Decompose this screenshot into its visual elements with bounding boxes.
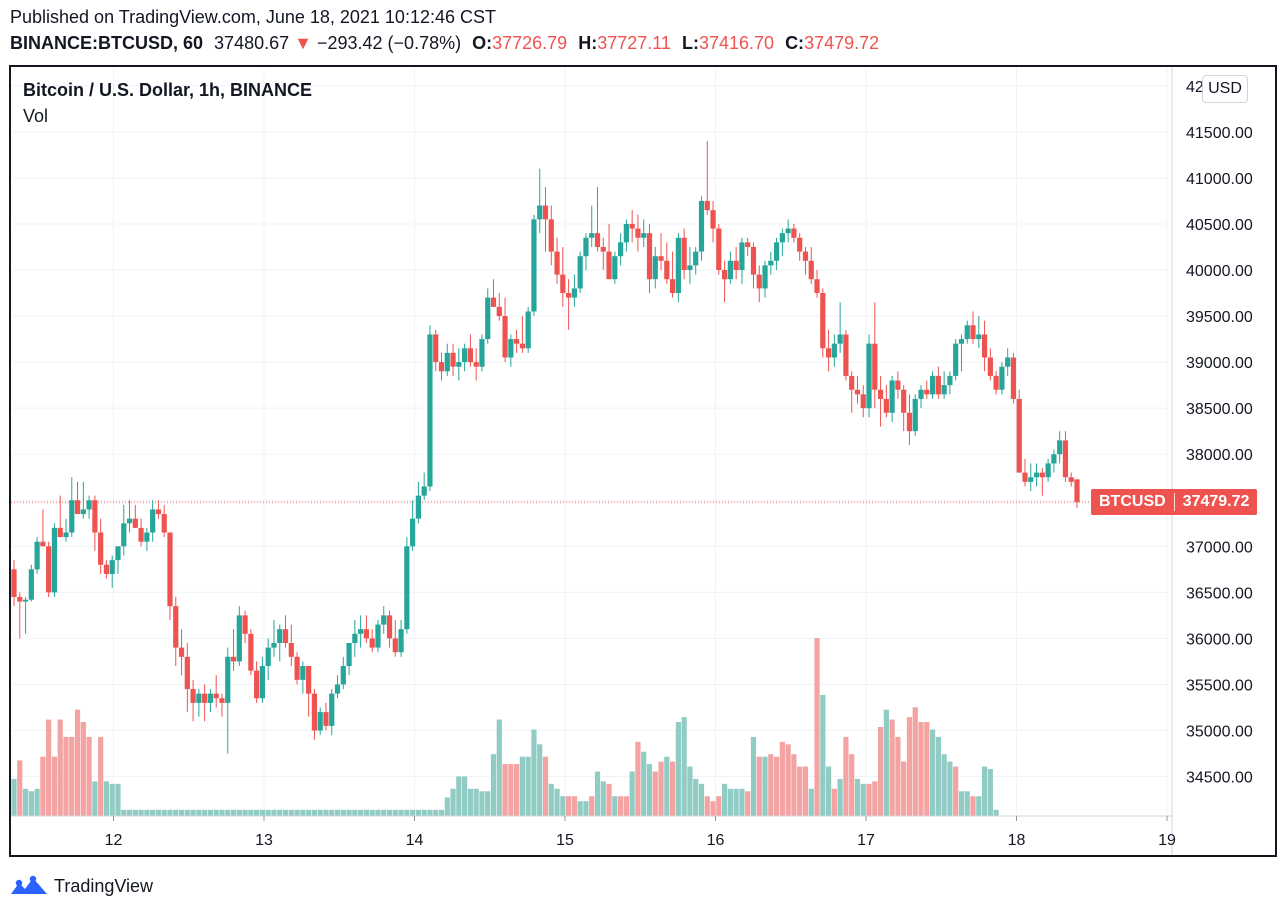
tradingview-logo-icon — [11, 875, 47, 894]
close-value: 37479.72 — [804, 33, 880, 53]
chart-title: Bitcoin / U.S. Dollar, 1h, BINANCE — [23, 80, 313, 100]
price-tag-symbol: BTCUSD — [1099, 493, 1166, 510]
footer-brand[interactable]: TradingView — [10, 874, 153, 898]
low-label: L: — [681, 33, 699, 53]
low-value: 37416.70 — [698, 33, 775, 53]
price-tag-value: 37479.72 — [1182, 493, 1250, 510]
last-price-tag: BTCUSD 37479.72 — [1091, 489, 1258, 515]
ohlc-bar: BINANCE:BTCUSD, 60 37480.67 ▼ −293.42 (−… — [10, 33, 879, 54]
chart-frame[interactable] — [9, 65, 1277, 857]
volume-label: Vol — [23, 106, 49, 126]
close-label: C: — [785, 33, 805, 53]
open-label: O: — [472, 33, 493, 53]
published-note: Published on TradingView.com, June 18, 2… — [10, 7, 496, 27]
high-label: H: — [578, 33, 598, 53]
price-change: −293.42 (−0.78%) — [316, 33, 462, 53]
currency-button[interactable]: USD — [1202, 75, 1248, 103]
high-value: 37727.11 — [597, 33, 671, 53]
brand-name: TradingView — [54, 875, 154, 896]
down-arrow-icon: ▼ — [294, 33, 312, 53]
symbol-interval[interactable]: BINANCE:BTCUSD, 60 — [10, 33, 204, 53]
open-value: 37726.79 — [492, 33, 568, 53]
last-price: 37480.67 — [214, 33, 290, 53]
